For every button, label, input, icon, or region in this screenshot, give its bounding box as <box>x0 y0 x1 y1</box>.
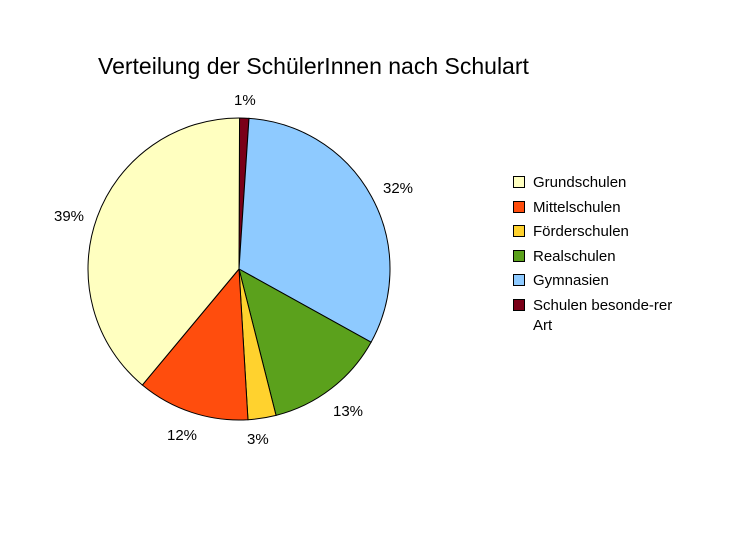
pie-slice-gymnasien <box>238 117 391 343</box>
legend-item: Schulen besonde-rer Art <box>513 296 713 334</box>
percent-label: 12% <box>167 427 198 444</box>
legend-label: Gymnasien <box>533 272 609 289</box>
legend-label: Realschulen <box>533 247 616 265</box>
legend-item: Gymnasien <box>513 271 713 296</box>
legend-item: Förderschulen <box>513 222 713 247</box>
percent-label: 39% <box>54 208 85 225</box>
legend-swatch <box>513 176 525 188</box>
legend-swatch <box>513 249 525 262</box>
percent-label: 32% <box>383 180 414 197</box>
percent-label: 1% <box>234 92 256 109</box>
legend-swatch <box>513 200 525 213</box>
pie-slice-mittelschulen <box>141 267 249 421</box>
pie-slice-realschulen <box>238 268 372 416</box>
percent-label: 13% <box>333 403 364 420</box>
chart-title: Verteilung der SchülerInnen nach Schular… <box>98 53 529 79</box>
legend-item: Grundschulen <box>513 173 713 198</box>
legend-swatch <box>513 274 525 286</box>
legend-item: Realschulen <box>513 247 713 272</box>
pie-slice-grundschulen <box>87 117 241 386</box>
legend-label: Förderschulen <box>533 223 629 240</box>
legend-label: Schulen besonde-rer Art <box>533 296 673 334</box>
legend-label: Mittelschulen <box>533 198 621 216</box>
legend: Grundschulen Mittelschulen Förderschulen Re… <box>513 173 713 334</box>
legend-swatch <box>513 225 525 237</box>
legend-label: Grundschulen <box>533 174 627 191</box>
legend-swatch <box>513 298 525 311</box>
percent-label: 3% <box>247 431 269 448</box>
legend-item: Mittelschulen <box>513 198 713 223</box>
